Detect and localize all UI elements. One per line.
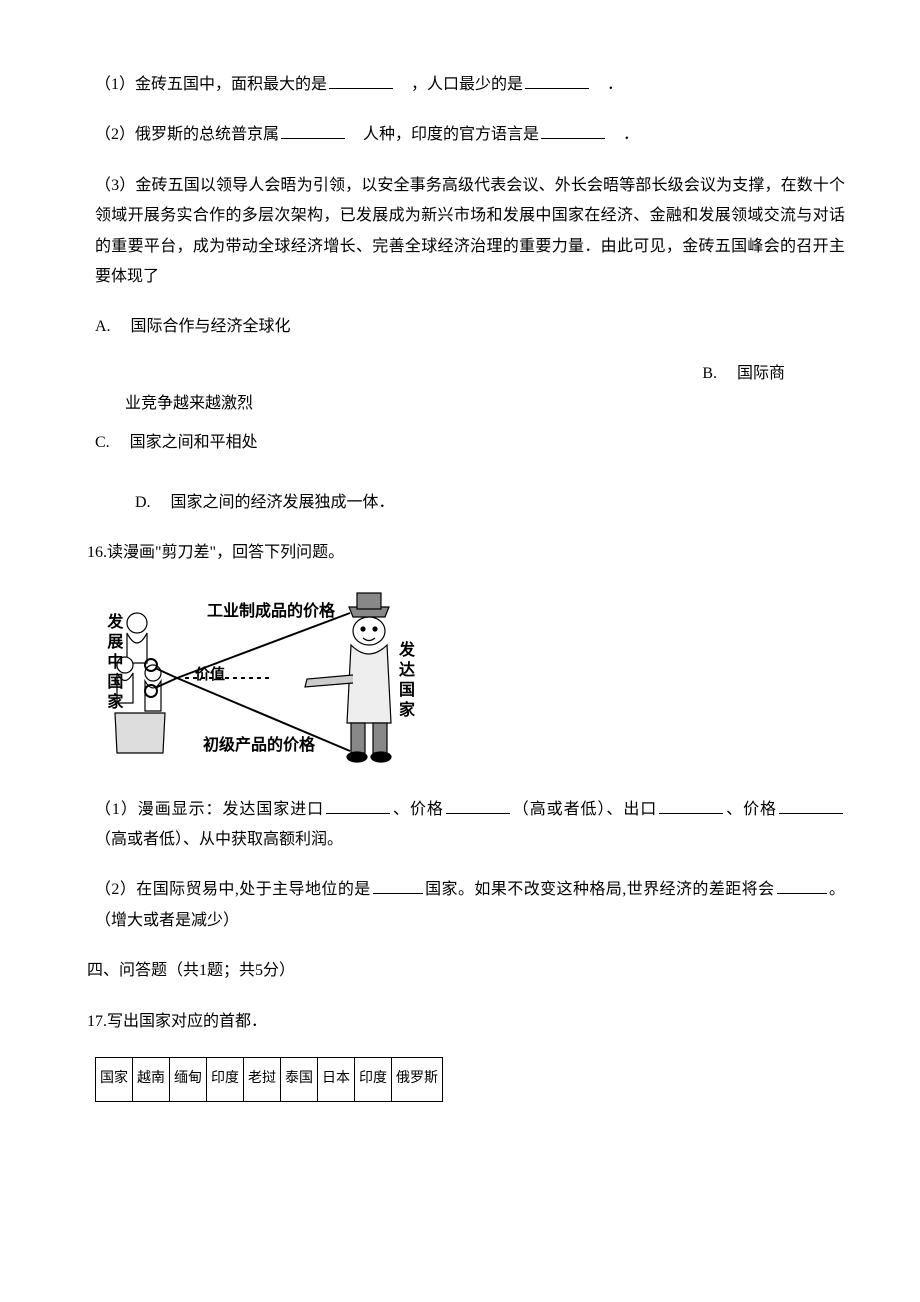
blank [373,878,423,894]
q16-part2: （2）在国际贸易中,处于主导地位的是 国家。如果不改变这种格局,世界经济的差距将会… [95,875,845,936]
scissors-cartoon: 发展中国家 发达国家 工业制成品的价格 价值 初级产品的价格 [95,583,425,773]
cell: 俄罗斯 [392,1058,443,1102]
t: （高或者低）、出口 [512,801,657,818]
cell: 缅甸 [170,1058,207,1102]
cartoon-right-label: 发达国家 [389,641,419,721]
q16-part1: （1）漫画显示：发达国家进口 、价格 （高或者低）、出口 、价格 （高或者低）、从中获取… [95,795,845,856]
blank [525,73,589,89]
q15-option-a: A. 国际合作与经济全球化 [95,312,845,342]
cell: 泰国 [281,1058,318,1102]
t: 、价格 [392,801,444,818]
cartoon-top-label: 工业制成品的价格 [207,597,335,627]
q15-p2-end: ． [607,126,639,143]
q15-part3: （3）金砖五国以领导人会晤为引领，以安全事务高级代表会议、外长会晤等部长级会议为… [95,171,845,293]
cartoon-mid-label: 价值 [195,661,225,690]
t: 国家。如果不改变这种格局,世界经济的差距将会 [425,881,775,898]
cell: 印度 [207,1058,244,1102]
section-4-heading: 四、问答题（共1题；共5分） [87,956,845,986]
t: （2）在国际贸易中,处于主导地位的是 [95,881,371,898]
q15-p2-mid: 人种，印度的官方语言是 [347,126,539,143]
cell: 老挝 [244,1058,281,1102]
q15-option-b-cont: 业竞争越来越激烈 [95,389,845,419]
q15-part1: （1）金砖五国中，面积最大的是 ，人口最少的是 ． [95,70,845,100]
q15-option-c: C. 国家之间和平相处 [95,428,845,458]
cell: 国家 [96,1058,133,1102]
q17-title: 17.写出国家对应的首都． [87,1007,845,1037]
cartoon-left-label: 发展中国家 [97,613,127,713]
cell: 日本 [318,1058,355,1102]
q15-p2-pre: （2）俄罗斯的总统普京属 [95,126,279,143]
t: 、价格 [725,801,777,818]
q15-option-d: D. 国家之间的经济发展独成一体． [95,488,845,518]
cell: 印度 [355,1058,392,1102]
t: （高或者低）、从中获取高额利润。 [95,831,343,848]
q16-title: 16.读漫画"剪刀差"，回答下列问题。 [87,538,845,568]
blank [777,878,827,894]
q15-part2: （2）俄罗斯的总统普京属 人种，印度的官方语言是 ． [95,120,845,150]
table-row: 国家 越南 缅甸 印度 老挝 泰国 日本 印度 俄罗斯 [96,1058,443,1102]
blank [329,73,393,89]
blank [779,798,843,814]
q15-p1-mid: ，人口最少的是 [395,76,523,93]
blank [326,798,390,814]
country-capital-table: 国家 越南 缅甸 印度 老挝 泰国 日本 印度 俄罗斯 [95,1057,443,1102]
blank [446,798,510,814]
q15-option-b-start: B. 国际商 [95,359,845,389]
blank [541,123,605,139]
blank [659,798,723,814]
q15-p1-pre: （1）金砖五国中，面积最大的是 [95,76,327,93]
cell: 越南 [133,1058,170,1102]
q15-p1-end: ． [591,76,623,93]
blank [281,123,345,139]
cartoon-bot-label: 初级产品的价格 [203,731,315,761]
t: （1）漫画显示：发达国家进口 [95,801,324,818]
